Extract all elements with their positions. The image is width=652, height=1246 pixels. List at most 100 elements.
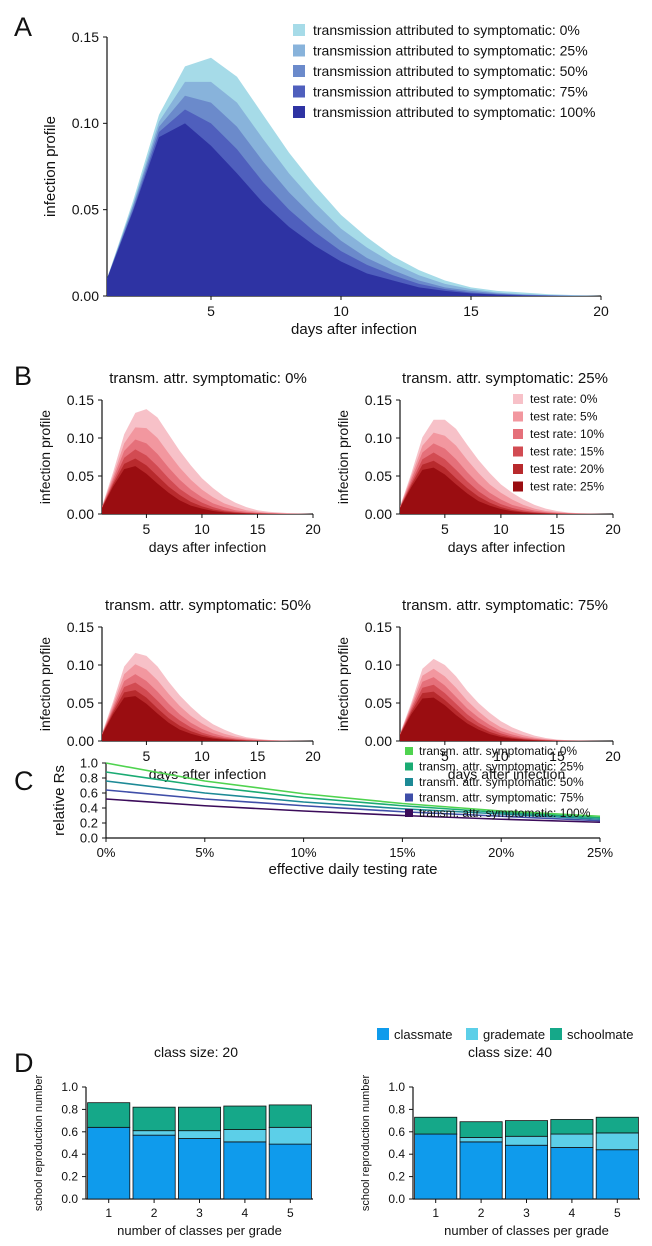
bar-segment-schoolmate (595, 1116, 639, 1134)
y-tick-label: 0.6 (388, 1125, 405, 1139)
bar-segment-schoolmate (132, 1106, 176, 1132)
x-tick-label: 15 (549, 748, 565, 764)
bar-segment-grademate (268, 1126, 312, 1145)
y-tick-label: 0.10 (365, 430, 392, 446)
y-tick-label: 0.4 (61, 1147, 78, 1161)
bar-segment-grademate (459, 1137, 503, 1143)
x-tick-label: 5% (195, 845, 214, 860)
bar-segment-classmate (87, 1126, 131, 1200)
bar-segment-grademate (504, 1135, 549, 1146)
legend-swatch (550, 1028, 562, 1040)
bar-segment-grademate (595, 1132, 639, 1151)
legend-swatch (293, 24, 305, 36)
legend-label: transmission attributed to symptomatic: … (313, 22, 580, 38)
legend-label: classmate (394, 1027, 453, 1042)
y-tick-label: 0.8 (388, 1102, 405, 1116)
legend-swatch (513, 411, 523, 422)
legend-label: transm. attr. symptomatic: 50% (419, 775, 584, 789)
x-tick-label: 5 (441, 521, 449, 537)
legend-swatch (513, 446, 523, 457)
panel-d-subplot-2: class size: 40 0.0 0.2 0.4 0.6 0.8 1.0 1 2 3 4 5 num… (360, 1044, 640, 1238)
legend-swatch (293, 85, 305, 98)
x-tick-label: 20 (305, 521, 321, 537)
legend-swatch (405, 809, 413, 817)
y-tick-label: 0.10 (365, 657, 392, 673)
bar-segment-grademate (177, 1130, 222, 1139)
legend-label: schoolmate (567, 1027, 633, 1042)
bar-segment-schoolmate (177, 1106, 222, 1132)
x-axis-label: days after infection (149, 766, 267, 782)
legend-swatch (405, 778, 413, 786)
subplot-title: transm. attr. symptomatic: 25% (402, 370, 608, 387)
y-axis-label: infection profile (37, 410, 53, 504)
bar-segment-schoolmate (87, 1102, 131, 1128)
y-tick-label: 0.2 (80, 816, 98, 831)
panel-d-subplot-1: class size: 20 0.0 0.2 0.4 0.6 0.8 1.0 1 2 3 4 5 num… (33, 1044, 313, 1238)
bar-segment-grademate (132, 1130, 176, 1136)
y-axis-label: infection profile (37, 637, 53, 731)
x-tick-label: 1 (105, 1206, 112, 1220)
y-tick-label: 0.00 (365, 506, 392, 522)
x-tick-label: 4 (242, 1206, 249, 1220)
x-tick-label: 5 (441, 748, 449, 764)
x-tick-label: 15 (549, 521, 565, 537)
x-tick-label: 15 (463, 303, 479, 319)
x-tick-label: 5 (614, 1206, 621, 1220)
y-tick-label: 0.4 (388, 1147, 405, 1161)
y-tick-label: 0.05 (67, 468, 94, 484)
line-series-0 (105, 762, 601, 818)
y-tick-label: 1.0 (80, 756, 98, 771)
legend-swatch (405, 793, 413, 802)
panel-c-chart: 0.00.20.40.60.81.0 0% 5% 10% 15% 20% 25% effect… (51, 744, 613, 878)
legend-label: transm. attr. symptomatic: 25% (419, 760, 584, 774)
panel-b-subplot-3: transm. attr. symptomatic: 50% 0.00 0.05 0.… (37, 597, 321, 782)
y-tick-label: 0.15 (365, 619, 392, 635)
x-tick-label: 20 (605, 521, 621, 537)
panel-b-subplot-2: transm. attr. symptomatic: 25% 0.00 0.05 0.… (335, 370, 621, 555)
y-tick-label: 0.8 (61, 1102, 78, 1116)
x-axis-label: effective daily testing rate (269, 861, 438, 878)
legend-swatch (513, 429, 523, 439)
legend-swatch (293, 44, 305, 57)
line-series-1 (105, 771, 601, 819)
x-axis-label: days after infection (149, 539, 267, 555)
y-axis-label: relative Rs (51, 765, 68, 836)
subplot-title: class size: 20 (154, 1044, 238, 1060)
subplot-title: transm. attr. symptomatic: 75% (402, 597, 608, 614)
legend-label: grademate (483, 1027, 545, 1042)
bar-segment-classmate (132, 1134, 176, 1200)
bar-segment-schoolmate (459, 1121, 503, 1138)
y-tick-label: 0.00 (67, 733, 94, 749)
y-axis-label: school reproduction number (360, 1074, 372, 1211)
x-tick-label: 20 (305, 748, 321, 764)
legend-swatch (466, 1028, 478, 1040)
bar-segment-schoolmate (550, 1119, 594, 1135)
x-tick-label: 25% (587, 845, 613, 860)
x-tick-label: 10 (493, 748, 509, 764)
area-series-4 (107, 123, 601, 296)
legend-swatch (513, 464, 523, 474)
legend-label: test rate: 20% (530, 462, 604, 476)
line-series-4 (105, 798, 601, 824)
y-tick-label: 0.10 (67, 430, 94, 446)
x-tick-label: 3 (196, 1206, 203, 1220)
y-tick-label: 0.2 (388, 1170, 405, 1184)
bar-segment-classmate (223, 1141, 267, 1200)
x-tick-label: 5 (207, 303, 215, 319)
y-tick-label: 0.00 (67, 506, 94, 522)
area-series-5 (102, 696, 313, 741)
x-tick-label: 5 (143, 521, 151, 537)
y-axis-label: infection profile (335, 637, 351, 731)
bar-segment-classmate (595, 1149, 639, 1200)
bar-segment-schoolmate (223, 1105, 267, 1130)
bar-segment-classmate (504, 1144, 549, 1200)
y-tick-label: 0.0 (80, 831, 98, 846)
y-tick-label: 0.05 (72, 202, 99, 218)
legend-label: test rate: 25% (530, 480, 604, 494)
panel-a-chart: 0.00 0.05 0.10 0.15 5 10 15 20 days after infect… (42, 22, 609, 338)
panel-b-legend: test rate: 0% test rate: 5% test rate: 10%… (513, 392, 604, 494)
line-series-2 (105, 780, 601, 821)
y-tick-label: 1.0 (388, 1080, 405, 1094)
bar-segment-classmate (459, 1141, 503, 1200)
